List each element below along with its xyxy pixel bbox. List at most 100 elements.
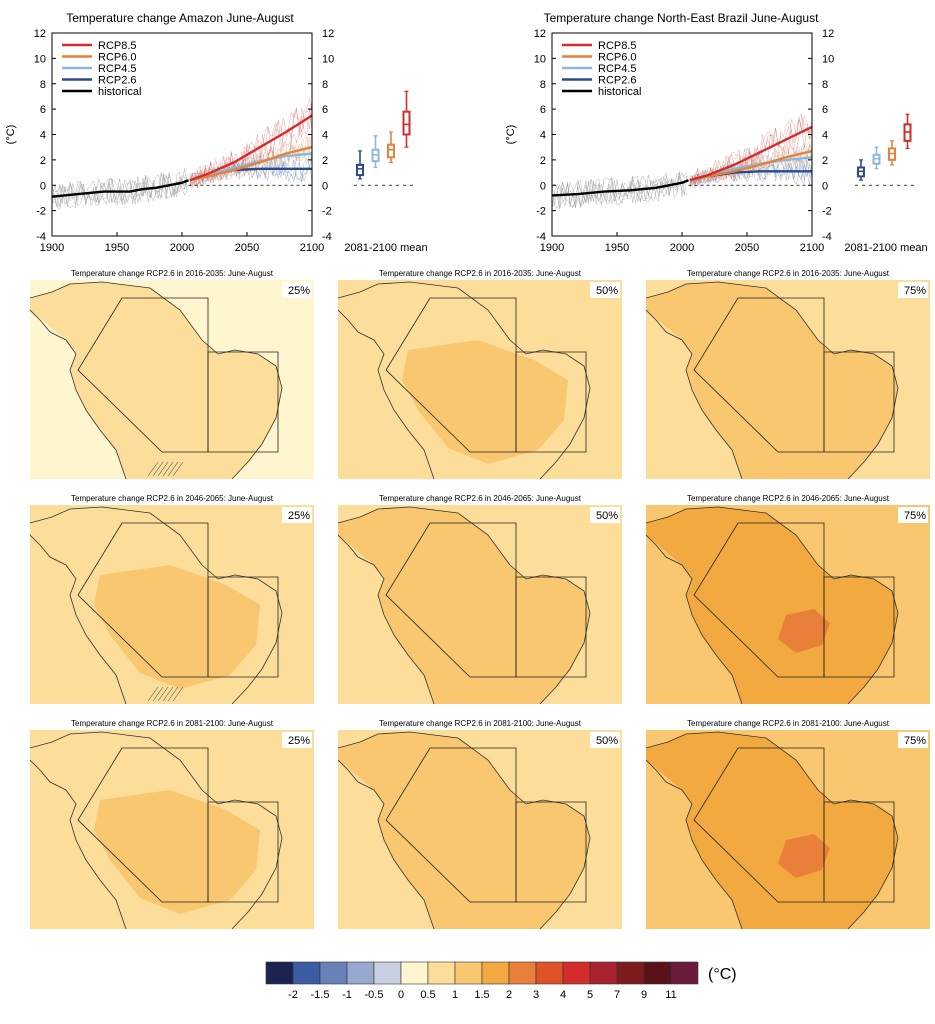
y-tick-label-left: 10 [34, 53, 46, 65]
map-amazon-region [693, 297, 825, 453]
ensemble-member-line [689, 116, 813, 189]
map-warming-contour [94, 790, 260, 914]
map-hatch [167, 686, 179, 702]
colorbar-swatch [589, 961, 618, 985]
ensemble-member-line [189, 133, 313, 186]
legend-label: RCP6.0 [598, 52, 637, 64]
series-line-RCP8.5 [689, 125, 813, 182]
y-tick-label-left: 12 [534, 28, 546, 40]
mean-axis-label: 2081-2100 mean [344, 242, 427, 254]
legend-label: historical [598, 86, 641, 98]
box-iqr [356, 163, 364, 177]
map-hatch [167, 461, 179, 477]
map-panel-2: 50% Temperature change RCP2.6 in 2016-203… [338, 269, 622, 479]
map-warming-core [778, 834, 830, 878]
map-coastline-west [30, 309, 127, 479]
map-amazon-region [77, 522, 209, 678]
map-title: Temperature change RCP2.6 in 2016-2035: … [71, 269, 274, 278]
colorbar-swatch [562, 961, 591, 985]
y-tick-label-right: 10 [322, 53, 334, 65]
colorbar: -2 -1.5 -1 -0.5 0 0.5 1 1.5 2 3 4 5 7 9 11 (°C) [265, 961, 737, 1001]
map-hatch [152, 461, 164, 477]
map-coastline-west [30, 534, 127, 704]
map-coastline-west [338, 534, 435, 704]
y-tick-label-right: 6 [322, 104, 328, 116]
y-tick-label-right: 2 [822, 155, 828, 167]
y-tick-label-left: 0 [540, 180, 546, 192]
map-warming-contour [710, 340, 876, 464]
map-hatch [147, 686, 159, 702]
legend-label: historical [98, 86, 141, 98]
map-amazon-region [693, 747, 825, 903]
chart-title: Temperature change Amazon June-August [66, 11, 294, 25]
colorbar-swatch [670, 961, 699, 985]
percentile-tag-bg [898, 282, 928, 298]
y-tick-label-right: 4 [322, 130, 328, 142]
x-tick-label: 1950 [605, 242, 629, 254]
x-tick-label: 2000 [670, 242, 694, 254]
series-line-historical [551, 179, 689, 197]
map-warming-contour [94, 565, 260, 689]
map-ne-brazil-region [823, 351, 895, 453]
map-warming-contour [402, 790, 568, 914]
map-ne-brazil-region [515, 351, 587, 453]
map-hatch [172, 686, 184, 702]
x-tick-label: 2100 [300, 242, 324, 254]
colorbar-swatch [292, 961, 321, 985]
colorbar-tick-label: -2 [288, 989, 298, 1001]
y-tick-label-left: -2 [36, 206, 46, 218]
map-panel-6: 75% Temperature change RCP2.6 in 2046-206… [646, 494, 930, 704]
y-tick-label-right: 12 [822, 28, 834, 40]
map-warming-contour [402, 565, 568, 689]
y-tick-label-right: 6 [822, 104, 828, 116]
map-coastline-west [30, 759, 127, 929]
map-content [646, 280, 930, 479]
colorbar-unit: (°C) [708, 966, 737, 983]
map-amazon-region [693, 522, 825, 678]
percentile-tag-bg [898, 732, 928, 748]
map-panels: 25% Temperature change RCP2.6 in 2016-203… [30, 269, 930, 929]
y-tick-label-right: 0 [322, 180, 328, 192]
x-tick-label: 2100 [800, 242, 824, 254]
x-tick-label: 2050 [735, 242, 759, 254]
series-line-RCP6.0 [189, 146, 313, 182]
map-coastline-west [646, 534, 743, 704]
percentile-label: 50% [596, 510, 618, 522]
colorbar-tick-label: -0.5 [365, 989, 384, 1001]
map-content [646, 730, 930, 929]
colorbar-tick-label: 0.5 [420, 989, 435, 1001]
y-tick-label-left: 4 [540, 130, 546, 142]
map-ne-brazil-region [515, 576, 587, 678]
y-tick-label-right: 2 [322, 155, 328, 167]
time-series-charts: Temperature change Amazon June-August -4 -… [5, 11, 928, 254]
percentile-tag-bg [590, 732, 620, 748]
y-tick-label-left: -4 [536, 231, 546, 243]
y-tick-label-left: 6 [540, 104, 546, 116]
legend-label: RCP8.5 [98, 40, 137, 52]
y-axis-label: (°C) [5, 125, 17, 145]
percentile-tag-bg [590, 507, 620, 523]
colorbar-swatch [535, 961, 564, 985]
percentile-tag-bg [590, 282, 620, 298]
colorbar-swatch [373, 961, 402, 985]
y-tick-label-left: 0 [40, 180, 46, 192]
percentile-label: 25% [288, 735, 310, 747]
ensemble-member-line [689, 143, 813, 187]
y-tick-label-right: 8 [822, 79, 828, 91]
legend-label: RCP6.0 [98, 52, 137, 64]
y-tick-label-right: 4 [822, 130, 828, 142]
colorbar-swatch [616, 961, 645, 985]
colorbar-swatch [400, 961, 429, 985]
percentile-label: 75% [904, 735, 926, 747]
ensemble-member-line [189, 97, 313, 187]
plot-frame [551, 32, 813, 237]
colorbar-tick-label: 11 [665, 989, 676, 1001]
map-panel-8: 50% Temperature change RCP2.6 in 2081-210… [338, 719, 622, 929]
ensemble-member-line [689, 118, 813, 189]
map-panel-4: 25% Temperature change RCP2.6 in 2046-206… [30, 494, 314, 704]
y-tick-label-left: 2 [40, 155, 46, 167]
y-tick-label-left: -4 [36, 231, 46, 243]
map-hatch [162, 461, 174, 477]
legend-label: RCP2.6 [98, 75, 137, 87]
ensemble-member-line [189, 102, 313, 188]
